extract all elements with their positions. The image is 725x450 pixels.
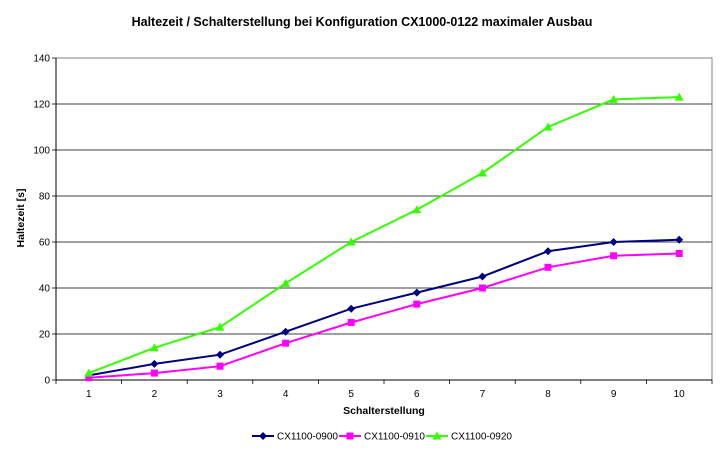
y-tick-label: 120 <box>33 100 50 111</box>
data-point <box>149 343 159 352</box>
data-point <box>610 252 618 260</box>
plot-area <box>55 57 713 381</box>
data-point <box>84 368 94 377</box>
x-tick-label: 1 <box>86 389 92 400</box>
x-tick-label: 3 <box>217 389 223 400</box>
series-line <box>88 252 680 379</box>
data-point <box>281 327 290 336</box>
x-axis-title: Schalterstellung <box>343 405 425 417</box>
y-tick-label: 40 <box>39 284 51 295</box>
data-point <box>150 369 158 377</box>
data-point <box>675 235 684 244</box>
x-tick-label: 10 <box>674 389 686 400</box>
x-tick-label: 9 <box>611 389 617 400</box>
series-line <box>88 238 680 377</box>
y-tick-label: 20 <box>39 330 51 341</box>
x-tick-label: 2 <box>152 389 158 400</box>
data-point <box>282 339 290 347</box>
legend-marker <box>259 432 267 440</box>
data-point <box>543 122 553 131</box>
x-tick-labels: 1 2 3 4 5 6 7 8 9 10 <box>86 389 685 400</box>
chart-title: Haltezeit / Schalterstellung bei Konfigu… <box>132 15 593 29</box>
y-tick-labels: 0 20 40 60 80 100 120 140 <box>33 54 50 387</box>
data-point <box>150 359 159 368</box>
y-tick-label: 100 <box>33 146 50 157</box>
data-point <box>544 247 552 256</box>
data-point <box>216 362 224 370</box>
legend-label: CX1100-0920 <box>451 432 512 443</box>
legend-item: CX1100-0900 <box>252 432 338 443</box>
data-point <box>281 278 291 287</box>
legend-item: CX1100-0910 <box>339 432 425 443</box>
series-CX1100-0900 <box>84 235 684 380</box>
data-point <box>675 250 683 257</box>
data-point <box>544 263 552 271</box>
data-point <box>412 288 421 297</box>
data-point <box>347 319 355 326</box>
x-tick-label: 8 <box>545 389 551 400</box>
y-axis-title: Haltezeit [s] <box>15 189 27 248</box>
legend-label: CX1100-0910 <box>364 432 425 443</box>
data-point <box>477 168 487 177</box>
y-tick-label: 80 <box>39 192 51 203</box>
data-point <box>346 237 356 246</box>
data-point <box>609 238 618 246</box>
x-tick-label: 6 <box>414 389 420 400</box>
data-point <box>85 374 93 382</box>
y-tick-label: 140 <box>33 54 50 65</box>
legend: CX1100-0900 CX1100-0910 CX1100-0920 <box>252 431 512 443</box>
legend-item: CX1100-0920 <box>426 431 512 443</box>
axes <box>52 57 713 384</box>
legend-marker <box>346 432 354 440</box>
data-point <box>674 92 684 101</box>
legend-marker <box>432 431 442 440</box>
y-tick-label: 0 <box>44 376 50 387</box>
series-CX1100-0920 <box>84 92 684 377</box>
data-point <box>413 300 421 308</box>
data-point <box>609 94 619 103</box>
data-point <box>478 284 486 292</box>
data-series <box>84 92 684 382</box>
x-tick-label: 5 <box>348 389 354 400</box>
x-tick-label: 7 <box>480 389 486 400</box>
series-CX1100-0910 <box>85 250 683 382</box>
x-tick-label: 4 <box>283 389 289 400</box>
data-point <box>215 322 225 331</box>
data-point <box>216 350 224 359</box>
legend-label: CX1100-0900 <box>277 432 338 443</box>
data-point <box>478 272 487 281</box>
data-point <box>412 205 422 214</box>
data-point <box>347 304 356 313</box>
series-line <box>88 96 680 375</box>
y-tick-label: 60 <box>39 238 51 249</box>
